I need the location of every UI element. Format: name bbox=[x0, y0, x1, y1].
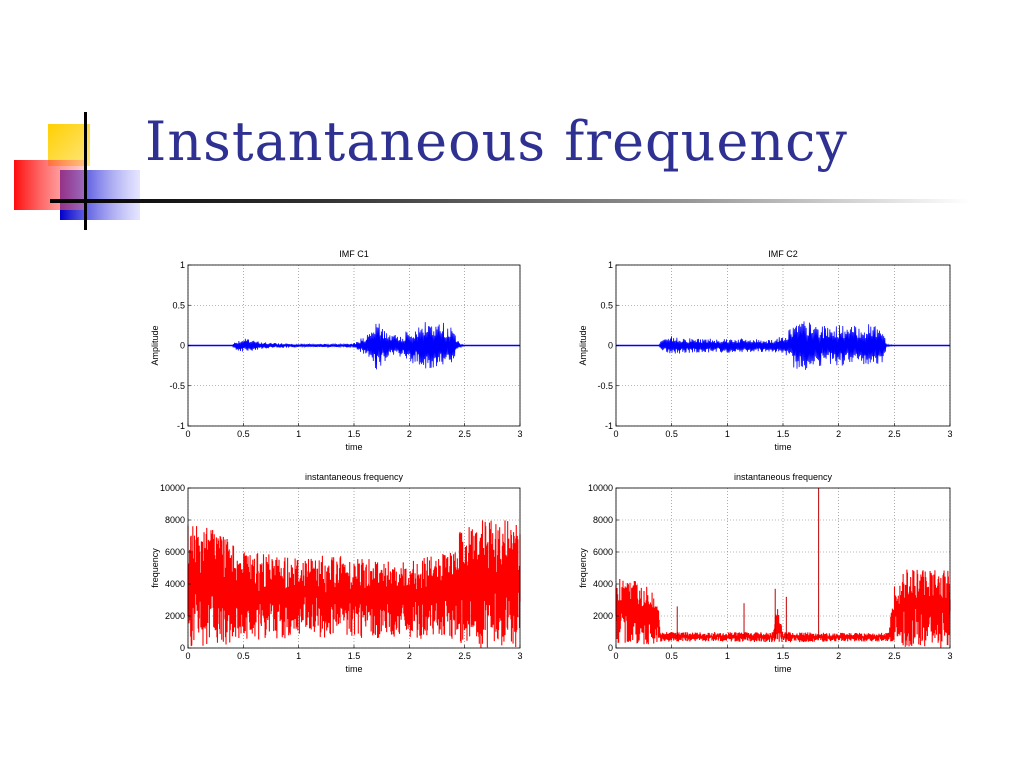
y-tick-label: 10000 bbox=[160, 483, 185, 493]
x-tick-label: 0 bbox=[185, 651, 190, 661]
chart-2: 0 0.5 1 1.5 2 2.5 3 -1 -0.5 0 0.5 1 IMF C2 time Amplit… bbox=[578, 249, 953, 452]
x-tick-label: 0.5 bbox=[665, 429, 678, 439]
x-tick-label: 3 bbox=[947, 651, 952, 661]
x-tick-label: 0.5 bbox=[237, 429, 250, 439]
x-tick-label: 2 bbox=[407, 651, 412, 661]
x-tick-label: 2 bbox=[836, 651, 841, 661]
x-tick-label: 2 bbox=[836, 429, 841, 439]
y-tick-label: -1 bbox=[605, 421, 613, 431]
chart-3: 0 0.5 1 1.5 2 2.5 3 0 2000 4000 6000 8000 10000 insta… bbox=[150, 472, 523, 674]
x-tick-label: 3 bbox=[517, 651, 522, 661]
x-tick-label: 3 bbox=[517, 429, 522, 439]
y-axis-label: Amplitude bbox=[150, 325, 160, 365]
x-tick-label: 2.5 bbox=[458, 651, 471, 661]
x-tick-label: 2.5 bbox=[888, 429, 901, 439]
chart-4: 0 0.5 1 1.5 2 2.5 3 0 2000 4000 6000 8000 10000 insta… bbox=[578, 472, 953, 674]
x-tick-label: 1.5 bbox=[348, 651, 361, 661]
x-tick-label: 0.5 bbox=[665, 651, 678, 661]
y-tick-label: -0.5 bbox=[169, 381, 185, 391]
x-tick-label: 1 bbox=[296, 651, 301, 661]
y-tick-label: 1 bbox=[180, 260, 185, 270]
x-tick-label: 2 bbox=[407, 429, 412, 439]
y-tick-label: 0 bbox=[608, 643, 613, 653]
y-tick-label: 0.5 bbox=[172, 300, 185, 310]
x-tick-label: 0 bbox=[613, 651, 618, 661]
y-axis-label: frequency bbox=[578, 548, 588, 588]
x-tick-label: 2.5 bbox=[458, 429, 471, 439]
y-tick-label: 0 bbox=[180, 643, 185, 653]
title-underline bbox=[50, 199, 970, 203]
x-tick-label: 3 bbox=[947, 429, 952, 439]
x-tick-label: 1.5 bbox=[777, 429, 790, 439]
chart-1: 0 0.5 1 1.5 2 2.5 3 -1 -0.5 0 0.5 1 IMF C1 time Amplit… bbox=[150, 249, 523, 452]
y-tick-label: 1 bbox=[608, 260, 613, 270]
x-tick-label: 2.5 bbox=[888, 651, 901, 661]
x-tick-label: 0 bbox=[185, 429, 190, 439]
y-tick-label: -0.5 bbox=[597, 381, 613, 391]
x-tick-label: 1.5 bbox=[348, 429, 361, 439]
x-tick-label: 1 bbox=[296, 429, 301, 439]
y-tick-label: 2000 bbox=[165, 611, 185, 621]
chart-title: instantaneous frequency bbox=[734, 472, 833, 482]
y-tick-label: 8000 bbox=[593, 515, 613, 525]
y-tick-label: 0.5 bbox=[600, 300, 613, 310]
x-tick-label: 0 bbox=[613, 429, 618, 439]
x-tick-label: 0.5 bbox=[237, 651, 250, 661]
y-tick-label: 0 bbox=[180, 341, 185, 351]
y-tick-label: 0 bbox=[608, 341, 613, 351]
y-tick-label: 6000 bbox=[165, 547, 185, 557]
x-axis-label: time bbox=[345, 442, 362, 452]
y-tick-label: 6000 bbox=[593, 547, 613, 557]
x-tick-label: 1 bbox=[725, 429, 730, 439]
x-tick-label: 1 bbox=[725, 651, 730, 661]
y-tick-label: -1 bbox=[177, 421, 185, 431]
y-tick-label: 10000 bbox=[588, 483, 613, 493]
x-tick-label: 1.5 bbox=[777, 651, 790, 661]
x-axis-label: time bbox=[345, 664, 362, 674]
chart-title: instantaneous frequency bbox=[305, 472, 404, 482]
slide-title: Instantaneous frequency bbox=[145, 110, 848, 173]
y-tick-label: 2000 bbox=[593, 611, 613, 621]
y-axis-label: frequency bbox=[150, 548, 160, 588]
chart-title: IMF C2 bbox=[768, 249, 798, 259]
chart-title: IMF C1 bbox=[339, 249, 369, 259]
y-axis-label: Amplitude bbox=[578, 325, 588, 365]
x-axis-label: time bbox=[774, 442, 791, 452]
y-tick-label: 8000 bbox=[165, 515, 185, 525]
y-tick-label: 4000 bbox=[165, 579, 185, 589]
x-axis-label: time bbox=[774, 664, 791, 674]
y-tick-label: 4000 bbox=[593, 579, 613, 589]
